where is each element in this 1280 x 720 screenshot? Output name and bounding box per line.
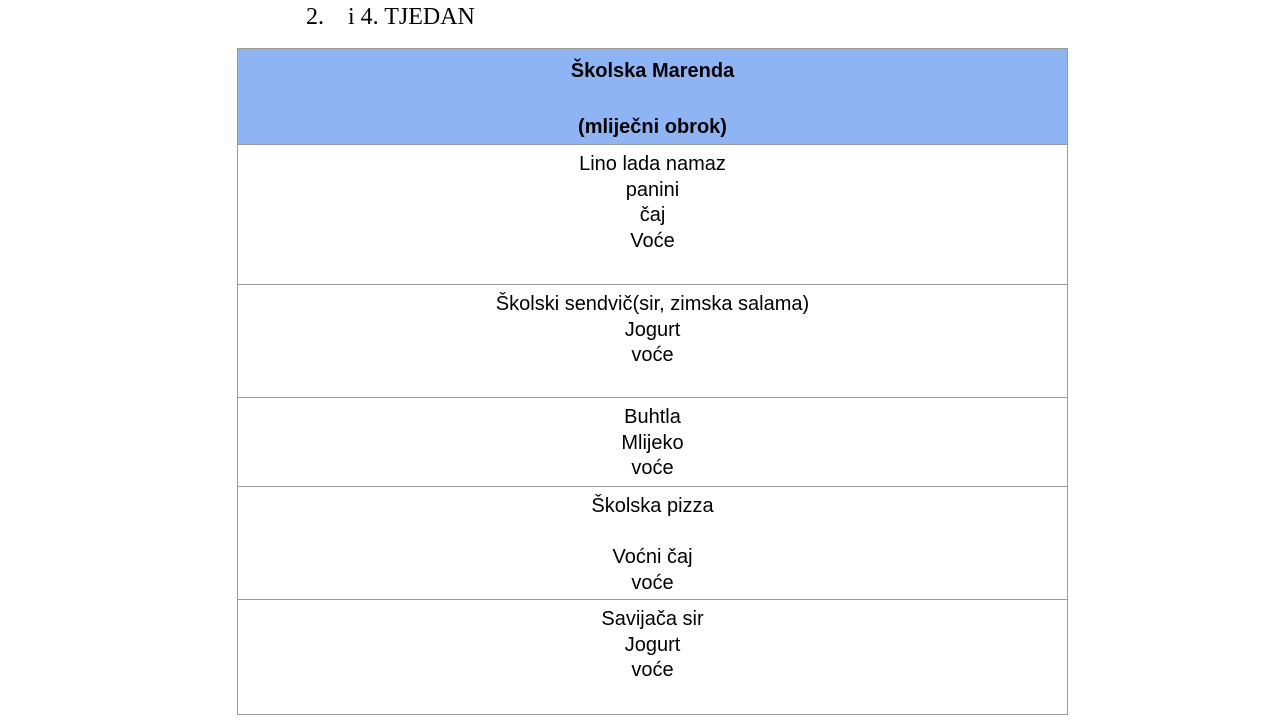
menu-item: čaj (639, 204, 666, 227)
menu-item: Jogurt (624, 633, 681, 656)
menu-item: Voće (630, 230, 675, 253)
table-header: Školska Marenda (mliječni obrok) (237, 48, 1068, 145)
header-title: Školska Marenda (570, 60, 735, 82)
menu-item: Voćni čaj (612, 546, 693, 569)
menu-cell: Savijača sir Jogurt voće (237, 599, 1068, 715)
menu-item: Jogurt (624, 318, 681, 341)
menu-item: voće (631, 457, 674, 480)
heading-number: 2. (306, 4, 324, 30)
menu-cell: Lino lada namaz panini čaj Voće (237, 144, 1068, 285)
menu-item: Buhtla (624, 406, 681, 428)
table-row: Buhtla Mlijeko voće (237, 397, 1068, 487)
table-row: Školska pizza Voćni čaj voće (237, 486, 1068, 600)
week-heading: 2. i 4. TJEDAN (306, 4, 475, 31)
menu-item: voće (631, 344, 674, 367)
table-row: Savijača sir Jogurt voće (237, 599, 1068, 715)
menu-cell: Buhtla Mlijeko voće (237, 397, 1068, 487)
menu-item: voće (631, 659, 674, 682)
table-row: Lino lada namaz panini čaj Voće (237, 144, 1068, 285)
menu-item: Mlijeko (621, 431, 684, 454)
menu-table: Školska Marenda (mliječni obrok) Lino la… (237, 48, 1068, 715)
table-row: Školski sendvič(sir, zimska salama) Jogu… (237, 284, 1068, 398)
menu-item (238, 520, 1067, 546)
heading-text: i 4. TJEDAN (348, 4, 475, 30)
menu-item: voće (631, 572, 674, 595)
menu-item: panini (625, 178, 680, 201)
menu-item: Savijača sir (601, 608, 704, 630)
menu-item: Školski sendvič(sir, zimska salama) (495, 293, 810, 315)
menu-cell: Školski sendvič(sir, zimska salama) Jogu… (237, 284, 1068, 398)
header-subtitle: (mliječni obrok) (578, 116, 727, 138)
menu-item: Lino lada namaz (579, 153, 726, 175)
menu-item: Školska pizza (591, 495, 714, 517)
menu-cell: Školska pizza Voćni čaj voće (237, 486, 1068, 600)
table-header-row: Školska Marenda (mliječni obrok) (237, 48, 1068, 145)
